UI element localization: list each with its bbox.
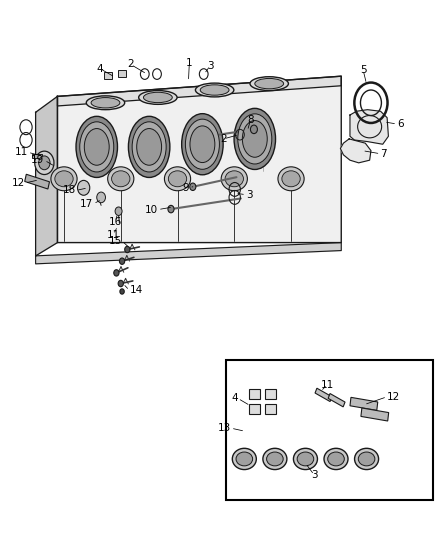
Circle shape (78, 180, 90, 195)
Bar (249, 403, 260, 414)
Text: 5: 5 (360, 65, 367, 75)
Circle shape (120, 258, 125, 264)
Ellipse shape (132, 122, 166, 172)
Bar (265, 403, 276, 414)
Text: 12: 12 (11, 178, 25, 188)
Polygon shape (350, 110, 389, 144)
Bar (25, 174, 49, 189)
Text: 11: 11 (14, 147, 28, 157)
Polygon shape (35, 243, 341, 264)
Bar (104, 72, 112, 79)
Ellipse shape (168, 171, 187, 187)
Ellipse shape (112, 171, 130, 187)
Bar (249, 389, 260, 399)
Circle shape (39, 156, 50, 169)
Ellipse shape (139, 91, 177, 104)
Ellipse shape (200, 85, 229, 95)
Text: 3: 3 (311, 470, 318, 480)
Ellipse shape (282, 171, 300, 187)
Ellipse shape (225, 171, 244, 187)
Bar (32, 154, 42, 158)
Ellipse shape (195, 83, 234, 97)
Text: 4: 4 (97, 64, 103, 74)
Bar (265, 389, 276, 399)
Text: 2: 2 (220, 134, 227, 144)
Ellipse shape (128, 116, 170, 177)
Ellipse shape (234, 108, 276, 169)
Circle shape (125, 246, 130, 253)
Ellipse shape (84, 128, 109, 165)
Ellipse shape (278, 167, 304, 191)
Ellipse shape (144, 92, 172, 103)
Text: 6: 6 (397, 119, 404, 129)
Ellipse shape (232, 448, 256, 470)
Ellipse shape (51, 167, 77, 191)
Ellipse shape (250, 77, 288, 91)
Text: 11: 11 (321, 379, 334, 390)
Ellipse shape (324, 448, 348, 470)
Bar (118, 70, 126, 77)
Circle shape (35, 151, 54, 174)
Ellipse shape (293, 448, 318, 470)
Circle shape (120, 289, 124, 294)
Ellipse shape (76, 116, 117, 177)
Ellipse shape (137, 128, 162, 165)
Ellipse shape (182, 114, 223, 175)
Polygon shape (57, 76, 341, 243)
Text: 12: 12 (387, 392, 400, 402)
Ellipse shape (358, 452, 375, 466)
Ellipse shape (55, 171, 73, 187)
Circle shape (114, 270, 119, 276)
Ellipse shape (164, 167, 191, 191)
Ellipse shape (328, 452, 344, 466)
Ellipse shape (255, 78, 284, 89)
Polygon shape (57, 76, 341, 106)
Text: 13: 13 (218, 423, 231, 433)
Text: 14: 14 (130, 286, 143, 295)
Circle shape (115, 207, 122, 215)
Ellipse shape (108, 167, 134, 191)
Ellipse shape (91, 98, 120, 108)
Text: 11: 11 (107, 230, 120, 240)
Ellipse shape (80, 122, 114, 172)
Text: 3: 3 (246, 190, 253, 200)
Text: 2: 2 (127, 60, 134, 69)
Bar (350, 398, 378, 410)
Circle shape (251, 125, 258, 134)
Ellipse shape (185, 119, 219, 169)
Text: 1: 1 (186, 59, 193, 68)
Ellipse shape (263, 448, 287, 470)
Ellipse shape (86, 96, 125, 110)
Text: 16: 16 (109, 217, 122, 227)
Polygon shape (340, 139, 371, 163)
Text: 3: 3 (207, 61, 214, 70)
Circle shape (168, 205, 174, 213)
Text: 18: 18 (63, 185, 76, 196)
Ellipse shape (236, 452, 253, 466)
Circle shape (118, 280, 124, 287)
Ellipse shape (238, 114, 272, 164)
Text: 10: 10 (145, 205, 158, 215)
Circle shape (190, 183, 196, 190)
Ellipse shape (355, 448, 378, 470)
Ellipse shape (267, 452, 283, 466)
Ellipse shape (190, 126, 215, 163)
Text: 7: 7 (381, 149, 387, 159)
Ellipse shape (221, 167, 247, 191)
Ellipse shape (242, 120, 267, 157)
Text: 17: 17 (80, 199, 93, 209)
Bar (315, 388, 332, 401)
Circle shape (97, 192, 106, 203)
Bar (361, 408, 389, 421)
Text: 19: 19 (31, 155, 44, 165)
Text: 8: 8 (247, 115, 254, 125)
Text: 9: 9 (183, 183, 189, 193)
Text: 4: 4 (231, 393, 238, 403)
Text: 15: 15 (109, 236, 122, 246)
Polygon shape (35, 96, 57, 256)
Ellipse shape (297, 452, 314, 466)
Bar (226, 360, 433, 500)
Bar (328, 393, 345, 407)
